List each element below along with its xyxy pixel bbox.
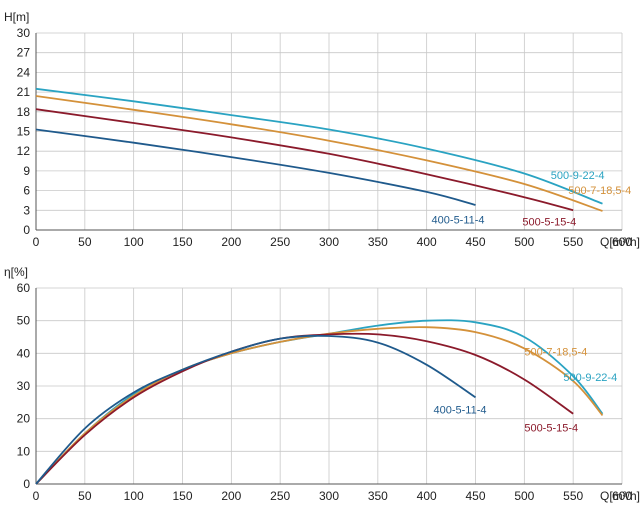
y-tick-label: 21: [17, 85, 31, 99]
series-line-500-9-22-4: [35, 87, 603, 205]
y-tick-label: 50: [17, 314, 31, 328]
y-tick-label: 30: [17, 379, 31, 393]
series-label: 500-7-18,5-4: [568, 185, 631, 197]
x-tick-label: 50: [78, 489, 92, 503]
y-tick-label: 20: [17, 412, 31, 426]
x-axis-title: Q[m³/h]: [600, 489, 640, 503]
efficiency-chart: 0 50 100 150 200 250 300 350 400 450 500 550 600 0 10 2…: [4, 265, 640, 503]
x-tick-label: 550: [563, 489, 583, 503]
series-label: 500-5-15-4: [524, 422, 578, 434]
x-tick-label: 200: [221, 489, 241, 503]
series-label: 500-9-22-4: [551, 170, 605, 182]
y-tick-label: 40: [17, 346, 31, 360]
x-tick-label: 450: [465, 489, 485, 503]
series-label: 500-7-18,5-4: [524, 347, 587, 359]
series-line-400-5-11-4: [35, 128, 476, 206]
x-tick-label: 550: [563, 235, 583, 249]
y-tick-label: 30: [17, 26, 31, 40]
x-tick-label: 300: [319, 235, 339, 249]
y-tick-label: 60: [17, 281, 31, 295]
x-axis-title: Q[m³/h]: [600, 235, 640, 249]
series-label: 500-9-22-4: [563, 372, 617, 384]
x-tick-label: 600: [612, 235, 632, 249]
x-tick-label: 0: [33, 489, 40, 503]
x-tick-label: 250: [270, 489, 290, 503]
y-tick-label: 0: [23, 477, 30, 491]
x-tick-label: 150: [172, 235, 192, 249]
y-tick-label: 15: [17, 125, 31, 139]
series-line-400-5-11-4: [35, 334, 476, 485]
y-tick-label: 24: [17, 65, 31, 79]
x-tick-label: 500: [514, 489, 534, 503]
x-tick-label: 600: [612, 489, 632, 503]
x-tick-label: 400: [417, 489, 437, 503]
y-tick-label: 27: [17, 46, 31, 60]
y-tick-label: 10: [17, 444, 31, 458]
y-tick-label: 3: [23, 203, 30, 217]
y-tick-label: 6: [23, 184, 30, 198]
x-tick-label: 200: [221, 235, 241, 249]
head-chart: 0 50 100 150 200 250 300 350 400 450 500 550 600 0 3 6 9…: [4, 10, 640, 249]
y-axis-title: H[m]: [4, 10, 29, 24]
x-tick-label: 350: [368, 235, 388, 249]
y-tick-label: 0: [23, 223, 30, 237]
series-label: 500-5-15-4: [522, 216, 576, 228]
series-label: 400-5-11-4: [432, 214, 485, 226]
x-tick-label: 400: [417, 235, 437, 249]
y-tick-label: 9: [23, 164, 30, 178]
x-tick-label: 100: [124, 489, 144, 503]
x-tick-label: 50: [78, 235, 92, 249]
y-tick-label: 12: [17, 144, 31, 158]
x-tick-label: 350: [368, 489, 388, 503]
series-line-500-5-15-4: [35, 332, 574, 485]
series-line-500-7-18,5-4: [35, 95, 603, 212]
y-tick-label: 18: [17, 105, 31, 119]
series-line-500-5-15-4: [35, 108, 574, 212]
x-tick-label: 250: [270, 235, 290, 249]
x-tick-label: 150: [172, 489, 192, 503]
y-axis-title: η[%]: [4, 265, 28, 279]
x-tick-label: 300: [319, 489, 339, 503]
x-tick-label: 0: [33, 235, 40, 249]
x-tick-label: 450: [465, 235, 485, 249]
x-tick-label: 500: [514, 235, 534, 249]
x-tick-label: 100: [124, 235, 144, 249]
series-label: 400-5-11-4: [434, 405, 487, 417]
